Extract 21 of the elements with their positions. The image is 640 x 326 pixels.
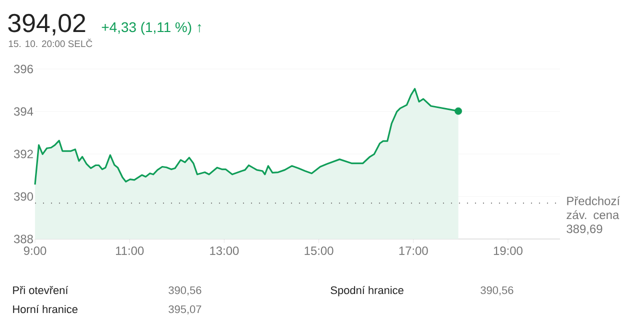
text: 390,56 — [168, 286, 202, 296]
ref-line-label: Předchozí záv. cena 389,69 — [566, 196, 620, 235]
x-tick-label: 9:00 — [24, 246, 46, 255]
x-tick-label: 19:00 — [494, 246, 522, 255]
x-tick-label: 17:00 — [399, 246, 428, 255]
text: 390,56 — [480, 286, 514, 296]
text: Horní hranice — [13, 304, 78, 314]
y-tick-label: 392 — [14, 150, 33, 158]
x-tick-label: 15:00 — [304, 246, 334, 255]
x-tick-label: 13:00 — [210, 246, 239, 255]
y-tick-label: 396 — [14, 64, 33, 74]
text: 395,07 — [168, 305, 202, 314]
text: Při otevření — [13, 286, 68, 294]
text: 15. 10. 20:00 SELČ — [8, 38, 92, 48]
y-tick-label: 388 — [14, 234, 33, 244]
chart-subtitle: +4,33 (1,11 %) ↑ — [102, 22, 202, 35]
x-tick-label: 11:00 — [116, 246, 144, 255]
y-tick-label: 394 — [14, 107, 34, 116]
y-tick-label: 390 — [14, 192, 34, 201]
chart-title: 394,02 — [8, 14, 86, 36]
text: Spodní hranice — [330, 286, 404, 296]
